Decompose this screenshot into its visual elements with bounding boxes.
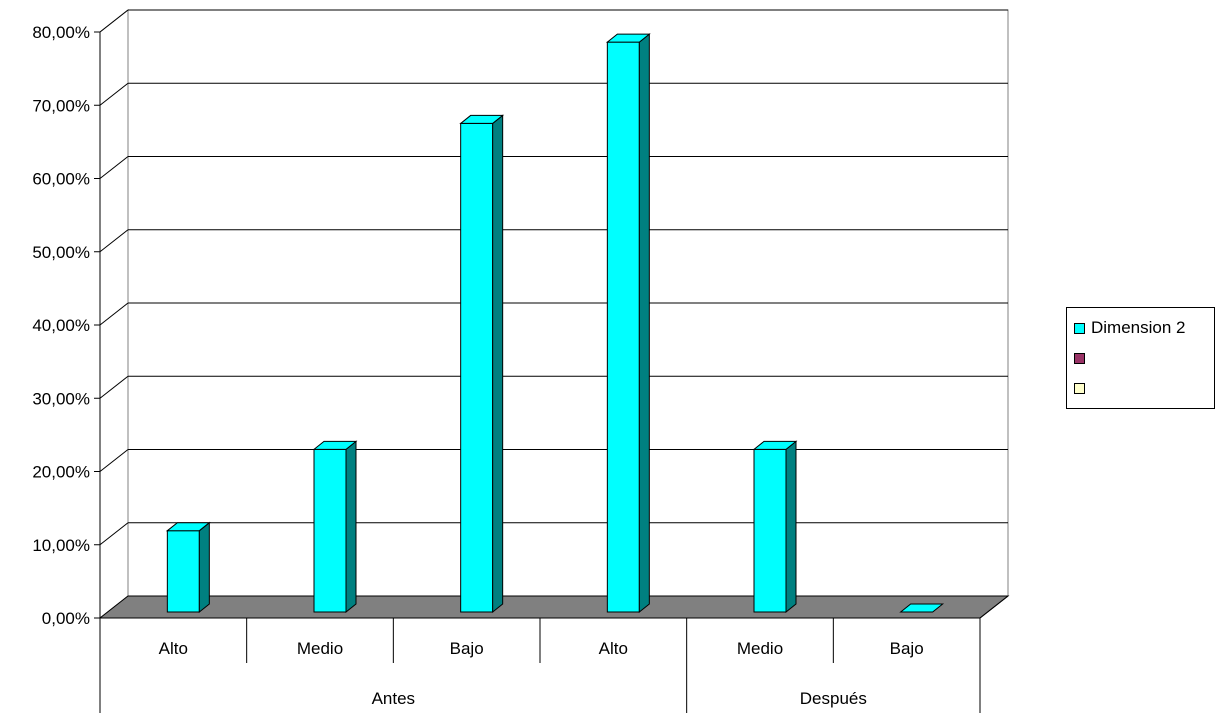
gridline-side bbox=[99, 229, 129, 253]
x-tick-label: Medio bbox=[297, 639, 343, 658]
x-tick-label: Medio bbox=[737, 639, 783, 658]
y-tick-label: 10,00% bbox=[32, 536, 90, 555]
x-tick-label: Alto bbox=[159, 639, 188, 658]
bar-1 bbox=[313, 448, 347, 613]
bar-3 bbox=[606, 41, 640, 613]
bar-0 bbox=[166, 530, 200, 613]
bar-top-4 bbox=[752, 440, 798, 450]
bar-top-3 bbox=[605, 33, 651, 43]
legend-item-series-3 bbox=[1074, 378, 1091, 398]
legend-item-series-1: Dimension 2 bbox=[1074, 318, 1186, 338]
x-tick-label: Alto bbox=[599, 639, 628, 658]
gridline-side bbox=[99, 449, 129, 472]
bar-side-2 bbox=[492, 114, 504, 614]
bar-top-1 bbox=[312, 440, 358, 450]
floor bbox=[98, 595, 1010, 619]
gridline-side bbox=[99, 9, 129, 33]
gridline-side bbox=[99, 82, 129, 106]
bar-side-3 bbox=[638, 33, 650, 614]
legend-swatch-cyan bbox=[1074, 322, 1085, 334]
bar-5 bbox=[899, 603, 945, 613]
floor-edge-right bbox=[979, 595, 1009, 619]
gridline-side bbox=[99, 302, 129, 326]
chart-legend: Dimension 2 bbox=[1066, 307, 1215, 409]
y-tick-label: 80,00% bbox=[32, 23, 90, 42]
y-tick-label: 50,00% bbox=[32, 243, 90, 262]
y-tick-label: 0,00% bbox=[42, 609, 90, 628]
y-tick-label: 70,00% bbox=[32, 96, 90, 115]
bar-side-4 bbox=[785, 440, 797, 614]
y-tick-label: 40,00% bbox=[32, 316, 90, 335]
y-tick-label: 30,00% bbox=[32, 389, 90, 408]
legend-label-series-1: Dimension 2 bbox=[1091, 318, 1186, 337]
gridline-side bbox=[99, 156, 129, 179]
bar-4 bbox=[753, 448, 787, 613]
x-tick-label: Bajo bbox=[450, 639, 484, 658]
group-label-0: Antes bbox=[372, 689, 415, 708]
y-tick-label: 20,00% bbox=[32, 463, 90, 482]
bar-top-2 bbox=[459, 114, 505, 124]
group-label-1: Después bbox=[800, 689, 867, 708]
legend-swatch-cream bbox=[1074, 382, 1085, 394]
bar-top-0 bbox=[165, 522, 211, 532]
gridline-side bbox=[99, 375, 129, 399]
gridline-side bbox=[99, 522, 129, 546]
bar-side-0 bbox=[198, 521, 210, 614]
legend-item-series-2 bbox=[1074, 348, 1091, 368]
legend-swatch-maroon bbox=[1074, 352, 1085, 364]
x-tick-label: Bajo bbox=[890, 639, 924, 658]
bar-2 bbox=[460, 122, 494, 613]
y-tick-label: 60,00% bbox=[32, 170, 90, 189]
bar-side-1 bbox=[345, 440, 357, 614]
